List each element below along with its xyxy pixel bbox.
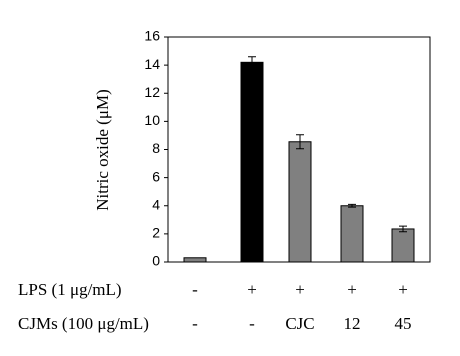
y-tick-label: 2 [152,225,160,241]
y-tick-label: 6 [152,168,160,184]
row-cell: 45 [395,314,412,333]
bar [240,61,264,263]
error-bar [348,203,356,208]
row-cell: + [247,280,257,299]
error-bar [248,56,256,69]
error-bar [399,225,407,233]
row-label: LPS (1 μg/mL) [18,280,122,299]
bar [391,228,415,263]
error-bar [296,134,304,150]
y-tick-label: 4 [152,196,160,212]
y-tick-label: 14 [144,56,160,72]
row-cell: - [192,314,198,333]
bar [340,205,364,263]
row-cell: 12 [344,314,361,333]
row-cell: - [249,314,255,333]
y-tick-label: 16 [144,28,160,44]
y-tick-label: 12 [144,84,160,100]
y-axis-label: Nitric oxide (μM) [93,89,112,210]
row-cell: CJC [285,314,314,333]
bar [183,257,207,263]
y-tick-label: 0 [152,253,160,269]
y-tick-label: 8 [152,140,160,156]
row-cell: + [398,280,408,299]
y-tick-label: 10 [144,112,160,128]
row-cell: + [295,280,305,299]
row-cell: + [347,280,357,299]
row-cell: - [192,280,198,299]
bar [288,141,312,263]
row-label: CJMs (100 μg/mL) [18,314,149,333]
